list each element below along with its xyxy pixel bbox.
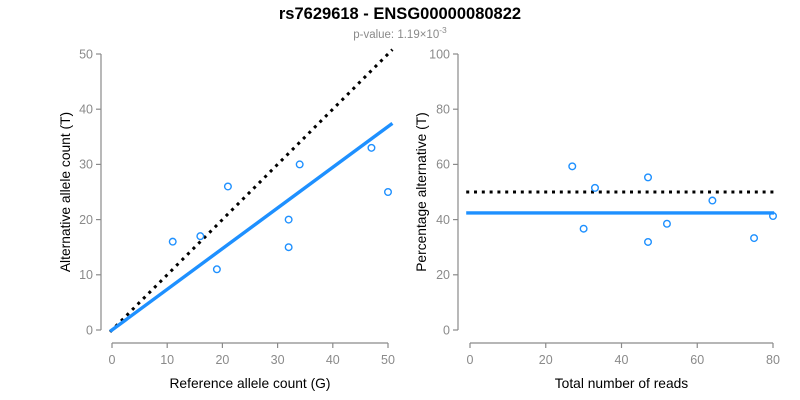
- percentage-scatter: 0 20 40 60 80 100 0 20 40 60 80 Total number of rea…: [414, 47, 780, 391]
- fit-line: [109, 121, 394, 333]
- data-point: [168, 237, 177, 246]
- y-tick-label: 10: [79, 268, 93, 282]
- x-axis-title: Reference allele count (G): [169, 376, 330, 391]
- y-tick-label: 60: [436, 158, 450, 172]
- data-point: [568, 162, 577, 171]
- x-tick-label: 80: [766, 353, 780, 367]
- data-point: [367, 143, 376, 152]
- data-point: [384, 187, 393, 196]
- x-tick-label: 40: [326, 353, 340, 367]
- data-point: [644, 173, 653, 182]
- x-tick-label: 50: [381, 353, 395, 367]
- p-value-exponent: -3: [439, 25, 447, 35]
- y-tick-label: 30: [79, 158, 93, 172]
- y-axis-title: Percentage alternative (T): [414, 112, 429, 272]
- y-axis-title: Alternative allele count (T): [58, 112, 73, 272]
- x-tick-label: 0: [467, 353, 474, 367]
- data-point: [196, 232, 205, 241]
- allele-count-scatter: 0 10 20 30 40 50 0 10 20 30 40 50 Reference allele c…: [58, 47, 395, 391]
- chart-title: rs7629618 - ENSG00000080822: [278, 5, 522, 23]
- x-tick-label: 40: [615, 353, 629, 367]
- y-tick-label: 20: [436, 268, 450, 282]
- x-tick-label: 20: [215, 353, 229, 367]
- data-point: [769, 212, 778, 221]
- x-tick-label: 10: [160, 353, 174, 367]
- identity-line: [109, 48, 394, 333]
- y-tick-label: 40: [79, 103, 93, 117]
- y-tick-label: 20: [79, 213, 93, 227]
- y-tick-label: 0: [86, 323, 93, 337]
- data-point: [662, 219, 671, 228]
- x-tick-label: 0: [109, 353, 116, 367]
- data-point: [644, 237, 653, 246]
- y-tick-label: 0: [443, 323, 450, 337]
- y-tick-label: 40: [436, 213, 450, 227]
- y-tick-label: 100: [429, 47, 450, 61]
- data-point: [750, 234, 759, 243]
- x-axis-title: Total number of reads: [555, 376, 689, 391]
- chart-subtitle: p-value: 1.19×10-3: [0, 25, 800, 41]
- p-value-text: p-value: 1.19×10: [353, 28, 440, 41]
- data-point: [223, 182, 232, 191]
- x-tick-label: 20: [539, 353, 553, 367]
- y-tick-label: 50: [79, 47, 93, 61]
- y-tick-label: 80: [436, 103, 450, 117]
- data-point: [708, 196, 717, 205]
- x-tick-label: 60: [690, 353, 704, 367]
- data-point: [295, 160, 304, 169]
- data-point: [284, 243, 293, 252]
- data-point: [212, 265, 221, 274]
- data-point: [284, 215, 293, 224]
- data-point: [590, 183, 599, 192]
- x-tick-label: 30: [271, 353, 285, 367]
- data-point: [579, 224, 588, 233]
